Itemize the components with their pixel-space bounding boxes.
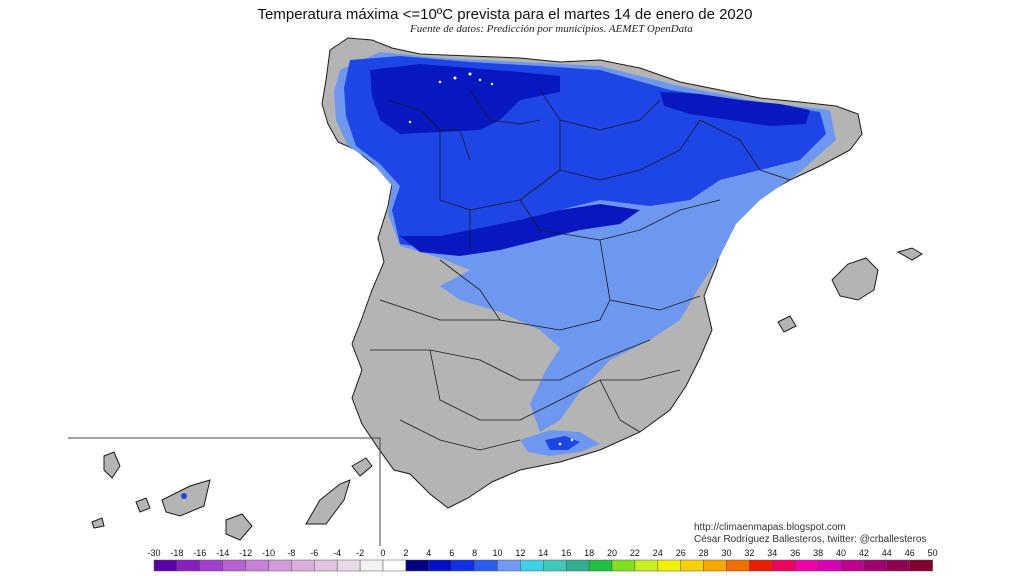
legend-color-swatch (863, 559, 888, 572)
legend-tick-label: 40 (836, 548, 846, 558)
legend-color-swatch (772, 559, 796, 572)
legend-color-swatch (222, 559, 246, 572)
credits-url: http://climaenmapas.blogspot.com (694, 522, 846, 533)
snow-specks (408, 72, 574, 446)
legend-tick-label: 30 (721, 548, 731, 558)
legend-color-swatch (543, 559, 567, 572)
legend-tick-label: 34 (767, 548, 777, 558)
legend-tick-label: 10 (492, 548, 502, 558)
ibiza (777, 315, 797, 333)
legend-tick-label: 22 (630, 548, 640, 558)
cold-zone-dark-central (400, 204, 640, 256)
legend-color-swatch (291, 559, 315, 572)
legend-color-swatch (657, 559, 681, 572)
legend-color-swatch (634, 559, 659, 572)
legend-tick-label: -14 (216, 548, 229, 558)
legend-color-swatch (588, 559, 613, 572)
legend-tick-label: 28 (699, 548, 709, 558)
legend-tick-label: 4 (426, 548, 431, 558)
legend-tick-label: -2 (356, 548, 364, 558)
legend-color-swatch (520, 559, 544, 572)
legend-color-swatch (199, 559, 223, 572)
legend-tick-label: -8 (287, 548, 295, 558)
legend-color-swatch (268, 559, 292, 572)
legend-tick-label: 44 (882, 548, 892, 558)
legend-color-swatch (703, 559, 727, 572)
legend-tick-label: 36 (790, 548, 800, 558)
legend-tick-label: 0 (380, 548, 385, 558)
legend-color-swatch (428, 559, 452, 572)
legend-color-swatch (680, 559, 704, 572)
legend-color-swatch (405, 559, 430, 572)
legend-color-swatch (611, 559, 636, 572)
legend-tick-label: 16 (561, 548, 571, 558)
credits-author: César Rodríguez Ballesteros, twitter: @c… (694, 534, 927, 545)
legend-color-swatch (726, 559, 750, 572)
legend-tick-label: 26 (676, 548, 686, 558)
legend-tick-label: 46 (905, 548, 915, 558)
legend-color-swatch (245, 559, 269, 572)
legend-tick-label: -30 (147, 548, 160, 558)
legend-tick-label: -10 (262, 548, 275, 558)
legend-color-swatch (474, 559, 498, 572)
legend-tick-label: 14 (538, 548, 548, 558)
legend-tick-label: 2 (403, 548, 408, 558)
legend-color-swatch (382, 559, 407, 572)
legend-tick-label: -18 (170, 548, 183, 558)
legend-tick-label: -6 (310, 548, 318, 558)
legend-tick-label: 24 (653, 548, 663, 558)
legend-tick-label: 38 (813, 548, 823, 558)
legend-tick-label: 6 (449, 548, 454, 558)
legend-color-swatch (794, 559, 819, 572)
legend-tick-label: -16 (193, 548, 206, 558)
legend-tick-label: 20 (607, 548, 617, 558)
legend-tick-label: 32 (744, 548, 754, 558)
data-source-note: Fuente de datos: Predicción por municipi… (410, 23, 693, 35)
mallorca (831, 257, 879, 301)
legend-color-swatch (749, 559, 773, 572)
legend-tick-label: -12 (239, 548, 252, 558)
legend-tick-label: 12 (515, 548, 525, 558)
legend-color-swatch (565, 559, 590, 572)
legend-tick-label: 50 (928, 548, 938, 558)
menorca (896, 247, 923, 261)
cold-zone-dark-pyrenees (660, 92, 810, 126)
cold-zone-dark-north (370, 64, 560, 134)
legend-tick-label: 8 (472, 548, 477, 558)
legend-color-swatch (497, 559, 521, 572)
canary-islands (91, 451, 373, 541)
legend-color-swatch (176, 559, 201, 572)
temperature-legend: -30 -18 -16 -14 -12 -10 -8 -6 -4 -2 0 2 4 6 8 10 12 14 16 1… (147, 548, 938, 572)
canary-inset-frame (68, 437, 381, 546)
map-title: Temperatura máxima <=10ºC prevista para … (257, 6, 753, 23)
legend-color-swatch (817, 559, 842, 572)
legend-color-swatch (153, 559, 178, 572)
province-borders (370, 89, 791, 451)
legend-color-swatch (840, 559, 865, 572)
legend-color-swatch (336, 559, 361, 572)
legend-color-swatch (886, 559, 910, 572)
legend-color-swatch (359, 559, 384, 572)
credits: http://climaenmapas.blogspot.com César R… (694, 522, 926, 546)
teide-cold-spot (181, 493, 187, 499)
legend-color-swatch (451, 559, 475, 572)
legend-color-swatch (909, 559, 933, 572)
legend-tick-label: 42 (859, 548, 869, 558)
legend-color-swatch (314, 559, 338, 572)
legend-tick-label: 18 (584, 548, 594, 558)
legend-tick-label: -4 (333, 548, 341, 558)
